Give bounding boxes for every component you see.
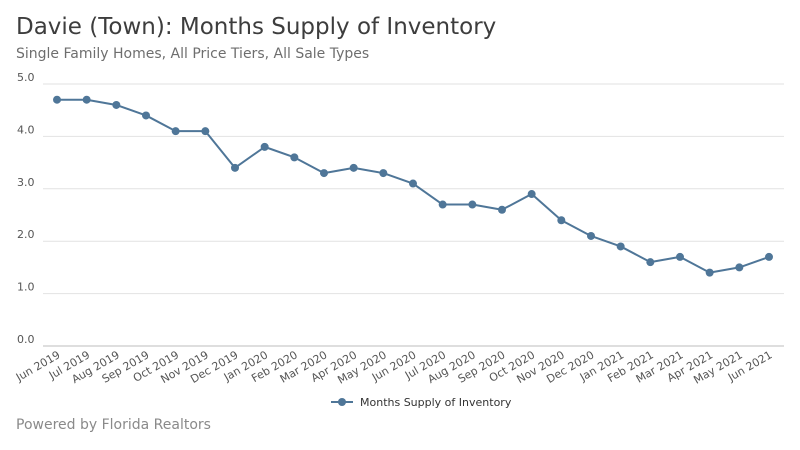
legend[interactable]: Months Supply of Inventory — [331, 396, 512, 409]
data-point[interactable] — [290, 153, 299, 162]
y-tick-label: 4.0 — [17, 123, 35, 136]
legend-label: Months Supply of Inventory — [360, 396, 512, 409]
data-point[interactable] — [765, 252, 773, 261]
data-point[interactable] — [527, 190, 536, 199]
data-point[interactable] — [201, 127, 210, 136]
data-point[interactable] — [557, 216, 566, 225]
data-point[interactable] — [616, 242, 625, 251]
data-point[interactable] — [53, 95, 61, 104]
gridlines — [43, 83, 784, 347]
data-point[interactable] — [171, 127, 180, 136]
data-point[interactable] — [409, 179, 417, 188]
data-point[interactable] — [735, 263, 744, 272]
data-point[interactable] — [676, 252, 684, 261]
y-axis: 0.0 1.0 2.0 3.0 4.0 5.0 — [17, 71, 35, 346]
y-tick-label: 2.0 — [17, 228, 35, 241]
footer-credit: Powered by Florida Realtors — [16, 417, 211, 433]
y-tick-label: 0.0 — [17, 333, 35, 346]
data-point[interactable] — [142, 111, 150, 120]
data-point[interactable] — [468, 200, 477, 209]
y-tick-label: 5.0 — [17, 71, 35, 84]
data-point[interactable] — [438, 200, 447, 209]
plot-area — [53, 95, 773, 277]
data-point[interactable] — [705, 268, 714, 277]
data-point[interactable] — [112, 100, 121, 109]
data-point[interactable] — [379, 169, 388, 178]
y-tick-label: 3.0 — [17, 176, 35, 189]
chart-title: Davie (Town): Months Supply of Inventory — [16, 14, 497, 40]
chart-subtitle: Single Family Homes, All Price Tiers, Al… — [16, 46, 370, 62]
data-point[interactable] — [82, 95, 91, 104]
data-point[interactable] — [260, 142, 269, 151]
data-point[interactable] — [587, 231, 595, 240]
legend-marker-icon — [338, 398, 346, 406]
data-point[interactable] — [646, 258, 655, 267]
data-point[interactable] — [349, 163, 358, 172]
data-point[interactable] — [320, 169, 328, 178]
y-tick-label: 1.0 — [17, 281, 35, 294]
data-point[interactable] — [231, 163, 239, 172]
data-point[interactable] — [498, 205, 506, 214]
